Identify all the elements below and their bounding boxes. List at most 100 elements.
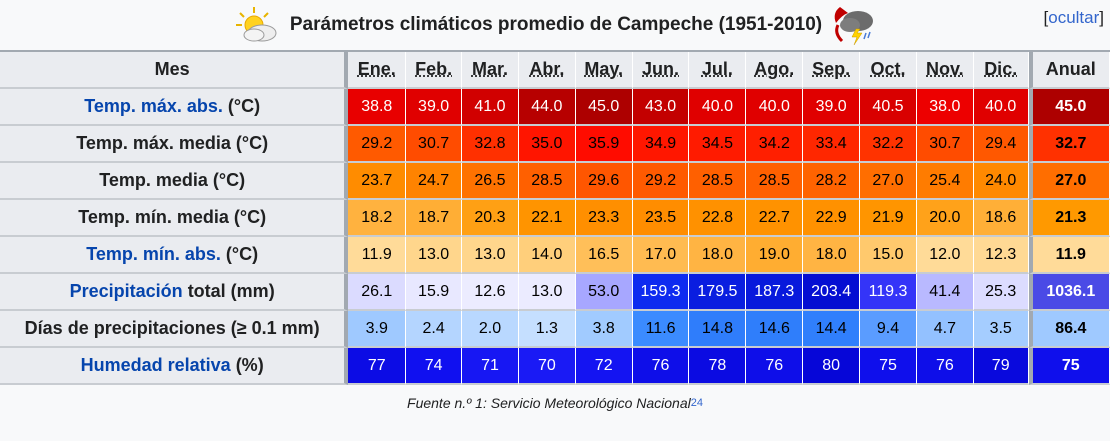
value-cell: 18.2	[348, 200, 407, 237]
value-cell: 13.0	[462, 237, 519, 274]
annual-cell: 1036.1	[1028, 274, 1110, 311]
month-header-label[interactable]: Ago.	[754, 59, 795, 79]
value-cell: 12.6	[462, 274, 519, 311]
value-cell: 40.0	[973, 89, 1029, 126]
value-cell: 71	[462, 348, 519, 385]
value-cell: 24.0	[973, 163, 1029, 200]
month-header-label[interactable]: Feb.	[415, 59, 453, 79]
value-cell: 76	[916, 348, 974, 385]
value-cell: 18.6	[973, 200, 1029, 237]
month-header[interactable]: Oct.	[860, 52, 917, 89]
value-cell: 24.7	[406, 163, 463, 200]
value-cell: 29.6	[575, 163, 633, 200]
value-cell: 27.0	[860, 163, 917, 200]
month-header-label[interactable]: Sep.	[812, 59, 851, 79]
value-cell: 74	[406, 348, 463, 385]
value-cell: 14.4	[803, 311, 861, 348]
table-row: Temp. máx. media (°C) 29.2 30.7 32.8 35.0 35.…	[0, 126, 1110, 163]
month-header[interactable]: May.	[575, 52, 633, 89]
source-reference[interactable]: 24	[690, 397, 703, 409]
value-cell: 12.0	[916, 237, 974, 274]
month-header-label[interactable]: Ene.	[357, 59, 396, 79]
value-cell: 18.7	[406, 200, 463, 237]
table-row: Temp. mín. abs. (°C) 11.9 13.0 13.0 14.0 16.5…	[0, 237, 1110, 274]
value-cell: 203.4	[803, 274, 861, 311]
value-cell: 23.3	[575, 200, 633, 237]
row-label-text: Temp. mín. media (°C)	[78, 207, 267, 227]
month-header[interactable]: Abr.	[518, 52, 576, 89]
month-header-label[interactable]: Nov.	[926, 59, 964, 79]
thunderstorm-icon	[834, 7, 874, 46]
value-cell: 28.5	[689, 163, 747, 200]
value-cell: 3.5	[973, 311, 1029, 348]
month-header[interactable]: Ene.	[348, 52, 407, 89]
annual-cell: 11.9	[1028, 237, 1110, 274]
climate-table-body: Temp. máx. abs. (°C) 38.8 39.0 41.0 44.0 45.0…	[0, 89, 1110, 385]
value-cell: 3.8	[575, 311, 633, 348]
value-cell: 13.0	[518, 274, 576, 311]
value-cell: 26.5	[462, 163, 519, 200]
value-cell: 159.3	[632, 274, 690, 311]
value-cell: 76	[632, 348, 690, 385]
month-header[interactable]: Mar.	[462, 52, 519, 89]
row-label-text: Temp. media (°C)	[99, 170, 246, 190]
row-label-link[interactable]: Humedad relativa	[80, 355, 231, 375]
month-header[interactable]: Ago.	[746, 52, 804, 89]
month-header-label[interactable]: May.	[584, 59, 624, 79]
value-cell: 25.3	[973, 274, 1029, 311]
row-label-link[interactable]: Precipitación	[69, 281, 183, 301]
month-header-label[interactable]: Oct.	[870, 59, 906, 79]
value-cell: 12.3	[973, 237, 1029, 274]
month-header-label[interactable]: Abr.	[529, 59, 565, 79]
month-header-label[interactable]: Jul.	[701, 59, 733, 79]
value-cell: 9.4	[860, 311, 917, 348]
month-header[interactable]: Nov.	[916, 52, 974, 89]
value-cell: 22.8	[689, 200, 747, 237]
value-cell: 70	[518, 348, 576, 385]
value-cell: 19.0	[746, 237, 804, 274]
month-header[interactable]: Jun.	[632, 52, 690, 89]
value-cell: 38.0	[916, 89, 974, 126]
annual-cell: 21.3	[1028, 200, 1110, 237]
value-cell: 72	[575, 348, 633, 385]
month-header[interactable]: Feb.	[406, 52, 463, 89]
value-cell: 39.0	[803, 89, 861, 126]
value-cell: 16.5	[575, 237, 633, 274]
month-header-label[interactable]: Dic.	[984, 59, 1018, 79]
annual-cell: 45.0	[1028, 89, 1110, 126]
value-cell: 40.5	[860, 89, 917, 126]
source-text: Fuente n.º 1: Servicio Meteorológico Nac…	[407, 395, 691, 411]
annual-cell: 86.4	[1028, 311, 1110, 348]
hide-toggle[interactable]: [ocultar]	[1043, 8, 1105, 27]
header-row: Mes Ene. Feb. Mar. Abr. May. Jun. Jul. Ago. Sep.…	[0, 52, 1110, 89]
table-row: Precipitación total (mm) 26.1 15.9 12.6 13.0…	[0, 274, 1110, 311]
month-header-label[interactable]: Mar.	[471, 59, 508, 79]
month-header[interactable]: Jul.	[689, 52, 747, 89]
month-header-label[interactable]: Jun.	[642, 59, 680, 79]
annual-cell: 27.0	[1028, 163, 1110, 200]
value-cell: 22.9	[803, 200, 861, 237]
value-cell: 21.9	[860, 200, 917, 237]
value-cell: 28.5	[518, 163, 576, 200]
table-row: Temp. media (°C) 23.7 24.7 26.5 28.5 29.6 29.2…	[0, 163, 1110, 200]
value-cell: 41.4	[916, 274, 974, 311]
value-cell: 38.8	[348, 89, 407, 126]
month-header[interactable]: Sep.	[803, 52, 861, 89]
value-cell: 28.5	[746, 163, 804, 200]
value-cell: 41.0	[462, 89, 519, 126]
value-cell: 23.7	[348, 163, 407, 200]
value-cell: 11.6	[632, 311, 690, 348]
annual-header: Anual	[1028, 52, 1110, 89]
value-cell: 18.0	[689, 237, 747, 274]
table-row: Temp. máx. abs. (°C) 38.8 39.0 41.0 44.0 45.0…	[0, 89, 1110, 126]
row-label-link[interactable]: Temp. mín. abs.	[86, 244, 221, 264]
value-cell: 14.6	[746, 311, 804, 348]
row-label-link[interactable]: Temp. máx. abs.	[84, 96, 223, 116]
hide-link[interactable]: ocultar	[1048, 8, 1100, 27]
value-cell: 15.9	[406, 274, 463, 311]
month-column-header: Mes	[0, 52, 349, 89]
month-header[interactable]: Dic.	[973, 52, 1029, 89]
value-cell: 14.8	[689, 311, 747, 348]
value-cell: 33.4	[803, 126, 861, 163]
value-cell: 53.0	[575, 274, 633, 311]
